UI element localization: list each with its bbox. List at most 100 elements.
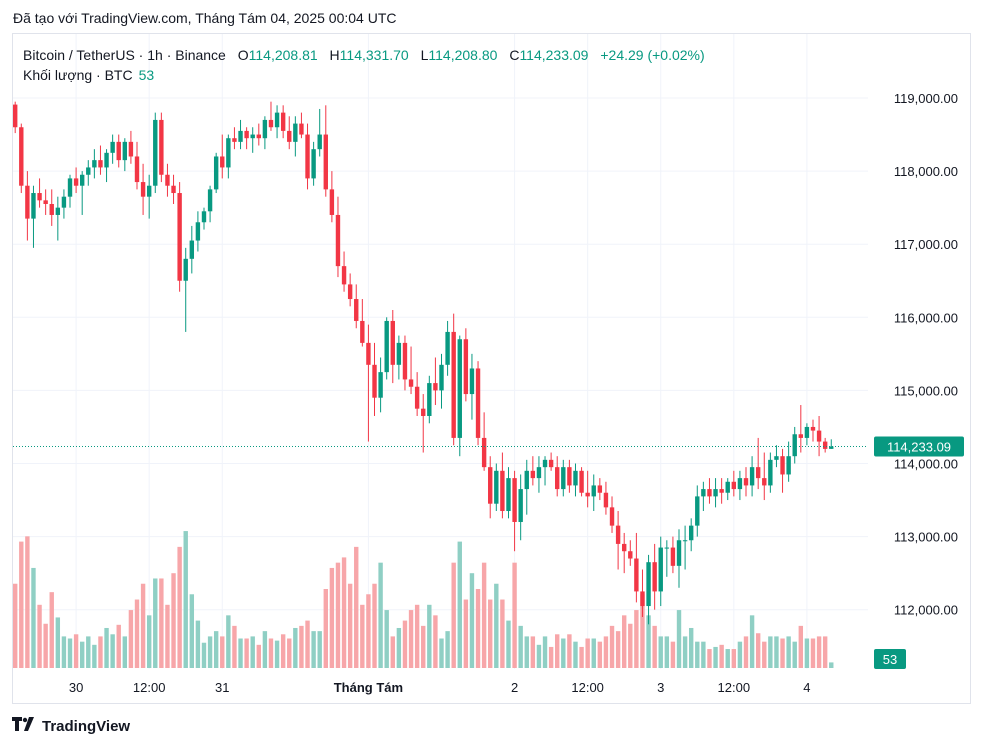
volume-bar <box>165 604 170 668</box>
ohlc-legend: Bitcoin / TetherUS · 1h · Binance O114,2… <box>23 45 705 65</box>
candle-body <box>713 489 718 497</box>
candle-body <box>512 478 517 522</box>
tradingview-logo-icon <box>12 716 36 736</box>
candle-body <box>256 134 261 139</box>
volume-bar <box>287 638 292 668</box>
candle-body <box>810 426 816 431</box>
volume-bar <box>43 623 48 668</box>
volume-bar <box>664 636 670 668</box>
volume-label[interactable]: Khối lượng · BTC <box>23 67 133 83</box>
symbol-title[interactable]: Bitcoin / TetherUS · 1h · Binance <box>23 47 226 63</box>
volume-bar <box>238 638 243 668</box>
volume-bar <box>262 631 268 668</box>
volume-bar <box>274 640 280 668</box>
candle-body <box>615 525 621 544</box>
candle-body <box>177 193 182 281</box>
volume-bar <box>634 610 639 668</box>
candle-body <box>585 492 590 497</box>
volume-bar <box>749 615 755 668</box>
candle-body <box>201 211 207 223</box>
candle-body <box>140 182 146 197</box>
candle-body <box>329 189 335 215</box>
candle-body <box>232 138 237 142</box>
volume-bar <box>762 641 767 668</box>
volume-bar <box>512 562 517 668</box>
volume-bar <box>530 636 536 668</box>
volume-bar <box>329 567 335 668</box>
volume-bar <box>725 649 730 668</box>
candle-body <box>628 551 633 559</box>
candle-body <box>743 478 749 486</box>
price-tick-label: 119,000.00 <box>894 91 958 106</box>
candle-body <box>311 149 316 179</box>
candle-body <box>134 156 140 183</box>
candle-body <box>664 547 670 549</box>
candle-body <box>153 119 158 186</box>
candle-body <box>451 331 456 438</box>
grid-lines <box>13 34 868 669</box>
volume-bar <box>536 644 542 668</box>
time-tick-label: 4 <box>803 680 810 695</box>
candle-body <box>402 342 408 380</box>
candle-body <box>500 470 505 512</box>
volume-bar <box>122 636 128 668</box>
volume-bar <box>755 633 761 668</box>
candles <box>13 101 834 625</box>
volume-bar <box>603 636 609 668</box>
candle-body <box>128 141 134 157</box>
candle-body <box>92 160 97 168</box>
candle-body <box>49 203 54 215</box>
candle-body <box>768 459 773 486</box>
candle-body <box>347 284 353 300</box>
candle-body <box>287 130 292 142</box>
candle-body <box>688 525 694 541</box>
volume-bar <box>548 646 554 668</box>
price-tick-label: 114,000.00 <box>894 457 958 472</box>
volume-bar <box>92 644 97 668</box>
volume-bar <box>213 631 219 668</box>
candle-body <box>354 299 359 321</box>
volume-bar <box>390 636 395 668</box>
candle-body <box>110 141 115 153</box>
candle-body <box>73 178 79 186</box>
volume-bar <box>250 636 255 668</box>
candle-body <box>104 152 109 168</box>
volume-bar <box>561 638 566 668</box>
volume-bar <box>341 557 347 668</box>
candle-body <box>786 456 791 475</box>
volume-bar <box>408 610 414 668</box>
volume-bar <box>804 638 810 668</box>
volume-bar <box>140 583 146 668</box>
candle-body <box>591 485 596 497</box>
candle-body <box>603 492 609 508</box>
volume-bar <box>414 604 420 668</box>
candle-body <box>220 156 225 168</box>
volume-bar <box>713 646 718 668</box>
candle-body <box>445 331 450 365</box>
created-with-caption: Đã tạo với TradingView.com, Tháng Tám 04… <box>13 10 397 26</box>
candle-body <box>165 174 170 186</box>
time-tick-label: 30 <box>69 680 83 695</box>
volume-bar <box>61 636 67 668</box>
volume-bar <box>500 599 505 668</box>
volume-bar <box>579 646 584 668</box>
tradingview-brand[interactable]: TradingView <box>12 716 130 736</box>
candle-body <box>548 459 554 468</box>
price-tick-label: 112,000.00 <box>894 603 958 618</box>
candle-body <box>463 339 469 395</box>
candle-body <box>609 507 615 526</box>
candle-body <box>98 160 103 168</box>
volume-bar <box>366 594 371 668</box>
volume-badge-text: 53 <box>883 652 897 667</box>
candle-body <box>274 112 280 128</box>
candle-body <box>481 437 487 468</box>
candle-body <box>622 543 627 552</box>
volume-bar <box>609 625 615 668</box>
candle-body <box>213 156 219 190</box>
volume-bar <box>134 599 140 668</box>
candle-body <box>183 258 188 281</box>
candle-body <box>475 368 481 438</box>
candle-body <box>567 467 572 486</box>
volume-bar <box>98 636 103 668</box>
